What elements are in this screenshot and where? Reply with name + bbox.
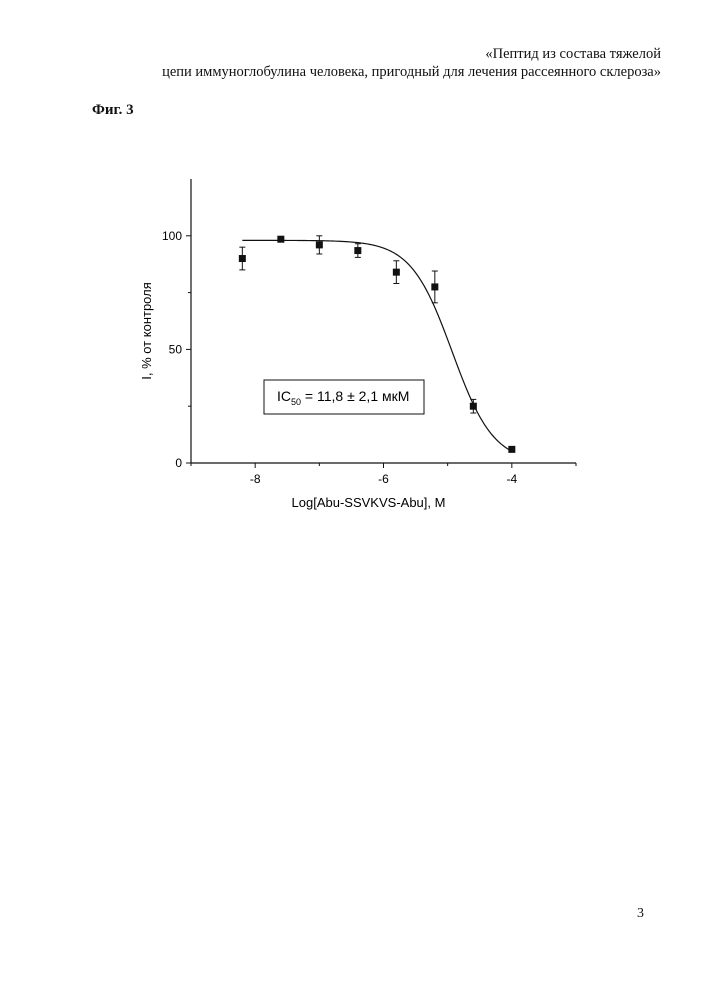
ic50-prefix: IC [277,388,291,404]
y-tick-label: 50 [169,342,183,356]
ic50-annotation: IC50 = 11,8 ± 2,1 мкМ [264,380,424,414]
y-axis-label: I, % от контроля [139,282,154,380]
page-number: 3 [637,906,644,922]
data-marker [470,403,477,410]
chart-axes [191,179,576,463]
data-marker [393,269,400,276]
data-marker [508,446,515,453]
data-point [354,244,361,258]
data-point [431,271,438,303]
fit-curve [242,240,512,451]
data-marker [316,241,323,248]
x-tick-label: -8 [250,472,261,486]
data-marker [354,247,361,254]
x-tick-label: -6 [378,472,389,486]
data-point [239,247,246,270]
x-axis-label: Log[Abu-SSVKVS-Abu], M [292,495,446,510]
data-marker [431,283,438,290]
y-tick-label: 0 [175,456,182,470]
data-point [393,261,400,284]
data-markers [239,236,516,453]
x-tick-label: -4 [506,472,517,486]
ic50-subscript: 50 [291,397,301,407]
data-point [316,236,323,254]
ic50-suffix: = 11,8 ± 2,1 мкМ [301,388,409,404]
y-tick-label: 100 [162,229,182,243]
data-point [470,399,477,413]
data-marker [277,236,284,243]
data-point [277,236,284,243]
data-marker [239,255,246,262]
data-point [508,446,515,453]
